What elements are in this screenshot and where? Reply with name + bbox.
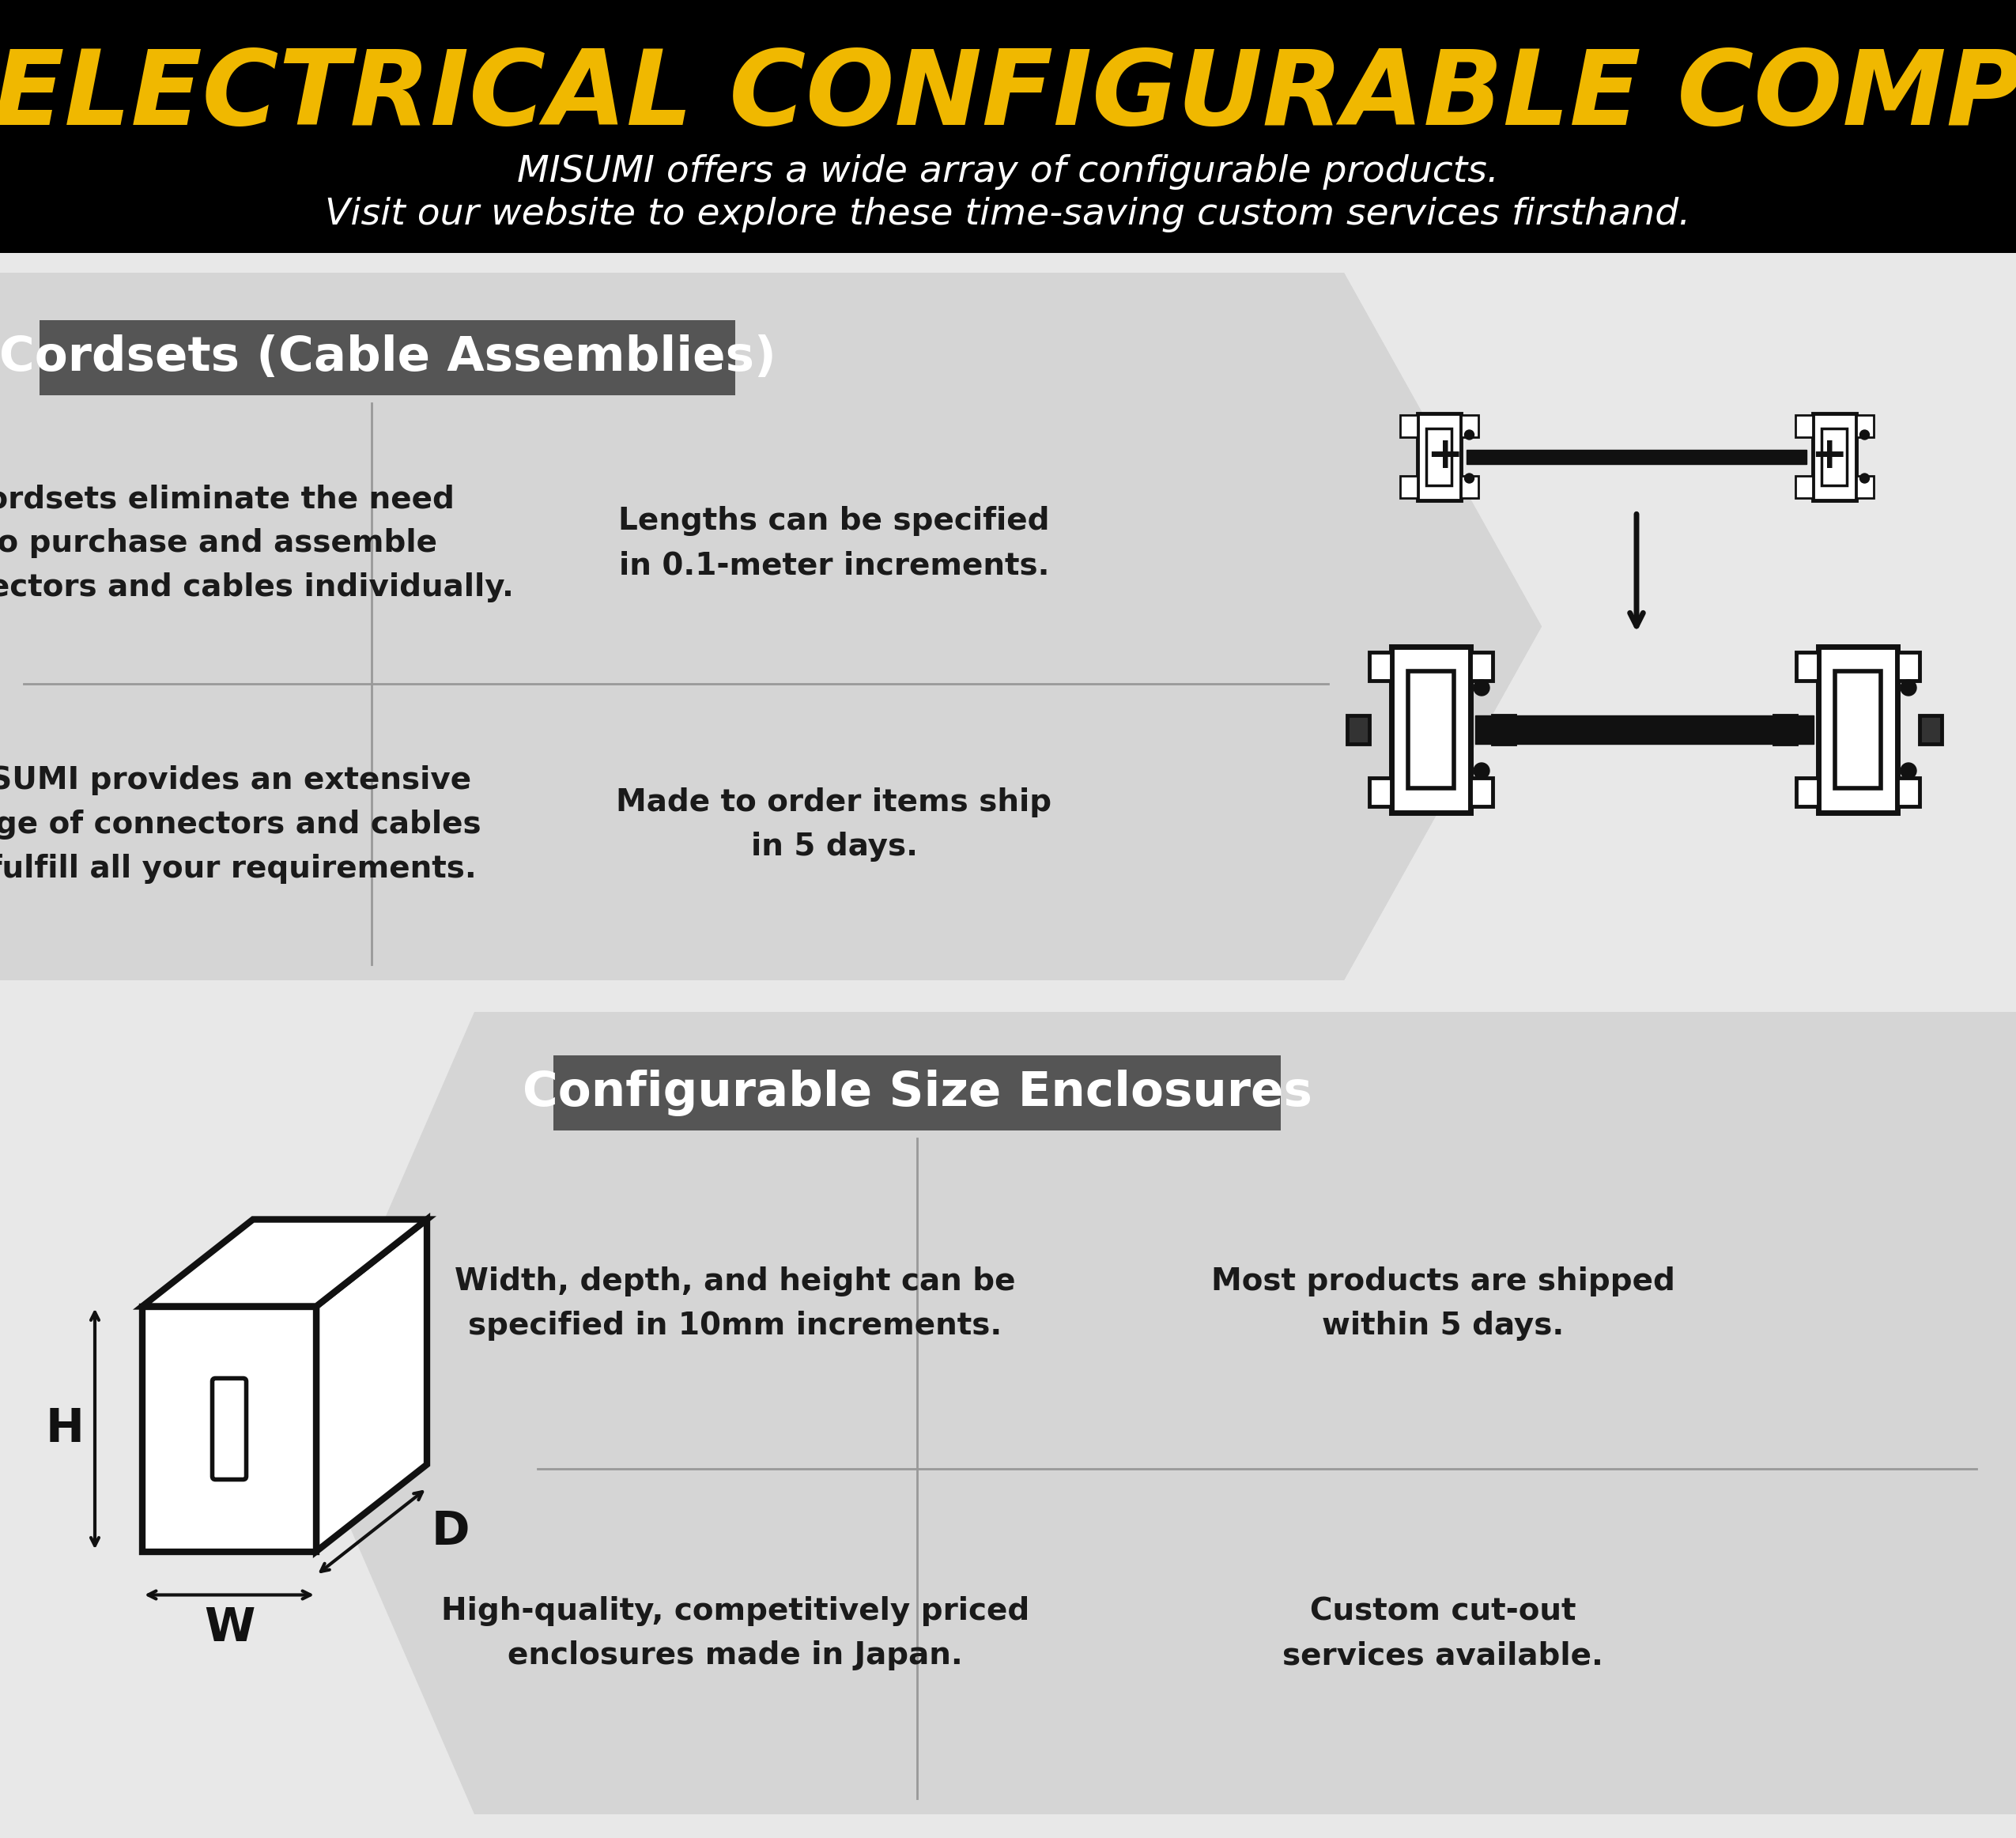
Bar [1897, 652, 1919, 680]
Polygon shape [317, 1219, 427, 1551]
Bar [1369, 777, 1391, 807]
Text: Cordsets (Cable Assemblies): Cordsets (Cable Assemblies) [0, 335, 776, 380]
Text: Made to order items ship
in 5 days.: Made to order items ship in 5 days. [617, 787, 1052, 862]
Bar [0, 272, 2016, 980]
Bar [0, 254, 2016, 1838]
Circle shape [1861, 430, 1869, 439]
Bar [1794, 415, 1812, 437]
Text: Lengths can be specified
in 0.1-meter increments.: Lengths can be specified in 0.1-meter in… [619, 505, 1050, 581]
Text: +: + [1425, 436, 1464, 478]
Text: +: + [1810, 436, 1847, 478]
Bar [1466, 450, 1806, 463]
Text: Most products are shipped
within 5 days.: Most products are shipped within 5 days. [1212, 1266, 1675, 1340]
Text: D: D [431, 1509, 470, 1555]
Bar [1470, 652, 1492, 680]
Text: Width, depth, and height can be
specified in 10mm increments.: Width, depth, and height can be specifie… [456, 1266, 1016, 1340]
Circle shape [1861, 474, 1869, 483]
Bar [1417, 414, 1462, 500]
Bar [1407, 671, 1454, 789]
Bar [1897, 777, 1919, 807]
Bar [1818, 647, 1897, 812]
Polygon shape [300, 1013, 2016, 1814]
Circle shape [1901, 680, 1917, 695]
Bar [1399, 415, 1417, 437]
Bar [40, 320, 736, 395]
Bar [1794, 476, 1812, 498]
Bar [554, 1055, 1280, 1130]
Bar [0, 1013, 2016, 1814]
Bar [1425, 428, 1452, 485]
Circle shape [1464, 474, 1474, 483]
Bar [1462, 476, 1478, 498]
Circle shape [1464, 430, 1474, 439]
Circle shape [1901, 763, 1917, 779]
Text: Visit our website to explore these time-saving custom services firsthand.: Visit our website to explore these time-… [325, 197, 1691, 233]
Bar [1399, 476, 1417, 498]
Bar [0, 0, 2016, 254]
Polygon shape [0, 272, 1542, 980]
Text: High-quality, competitively priced
enclosures made in Japan.: High-quality, competitively priced enclo… [442, 1595, 1030, 1671]
Bar [1822, 428, 1847, 485]
Text: Configurable Size Enclosures: Configurable Size Enclosures [522, 1070, 1312, 1116]
Text: MISUMI offers a wide array of configurable products.: MISUMI offers a wide array of configurab… [516, 154, 1500, 189]
Circle shape [1474, 680, 1490, 695]
Bar [1462, 415, 1478, 437]
FancyBboxPatch shape [212, 1378, 246, 1480]
Text: MISUMI provides an extensive
range of connectors and cables
to fulfill all your : MISUMI provides an extensive range of co… [0, 765, 482, 884]
Bar [1919, 715, 1941, 744]
Bar [1796, 652, 1818, 680]
Text: H: H [46, 1406, 85, 1452]
Bar [1835, 671, 1881, 789]
Bar [1391, 647, 1470, 812]
Text: Custom cut-out
services available.: Custom cut-out services available. [1282, 1595, 1603, 1671]
Bar [1857, 476, 1873, 498]
Bar [1347, 715, 1369, 744]
Bar [1812, 414, 1857, 500]
Circle shape [1474, 763, 1490, 779]
Bar [1492, 715, 1514, 744]
Bar [143, 1307, 317, 1551]
Bar [1369, 652, 1391, 680]
Bar [1470, 777, 1492, 807]
Text: Cordsets eliminate the need
to purchase and assemble
connectors and cables indiv: Cordsets eliminate the need to purchase … [0, 483, 514, 603]
Bar [1476, 715, 1814, 744]
Bar [1857, 415, 1873, 437]
Text: W: W [204, 1606, 254, 1651]
Text: MISUMI ELECTRICAL CONFIGURABLE COMPONENTS: MISUMI ELECTRICAL CONFIGURABLE COMPONENT… [0, 46, 2016, 147]
Polygon shape [143, 1219, 427, 1307]
Bar [1796, 777, 1818, 807]
Bar [1774, 715, 1796, 744]
